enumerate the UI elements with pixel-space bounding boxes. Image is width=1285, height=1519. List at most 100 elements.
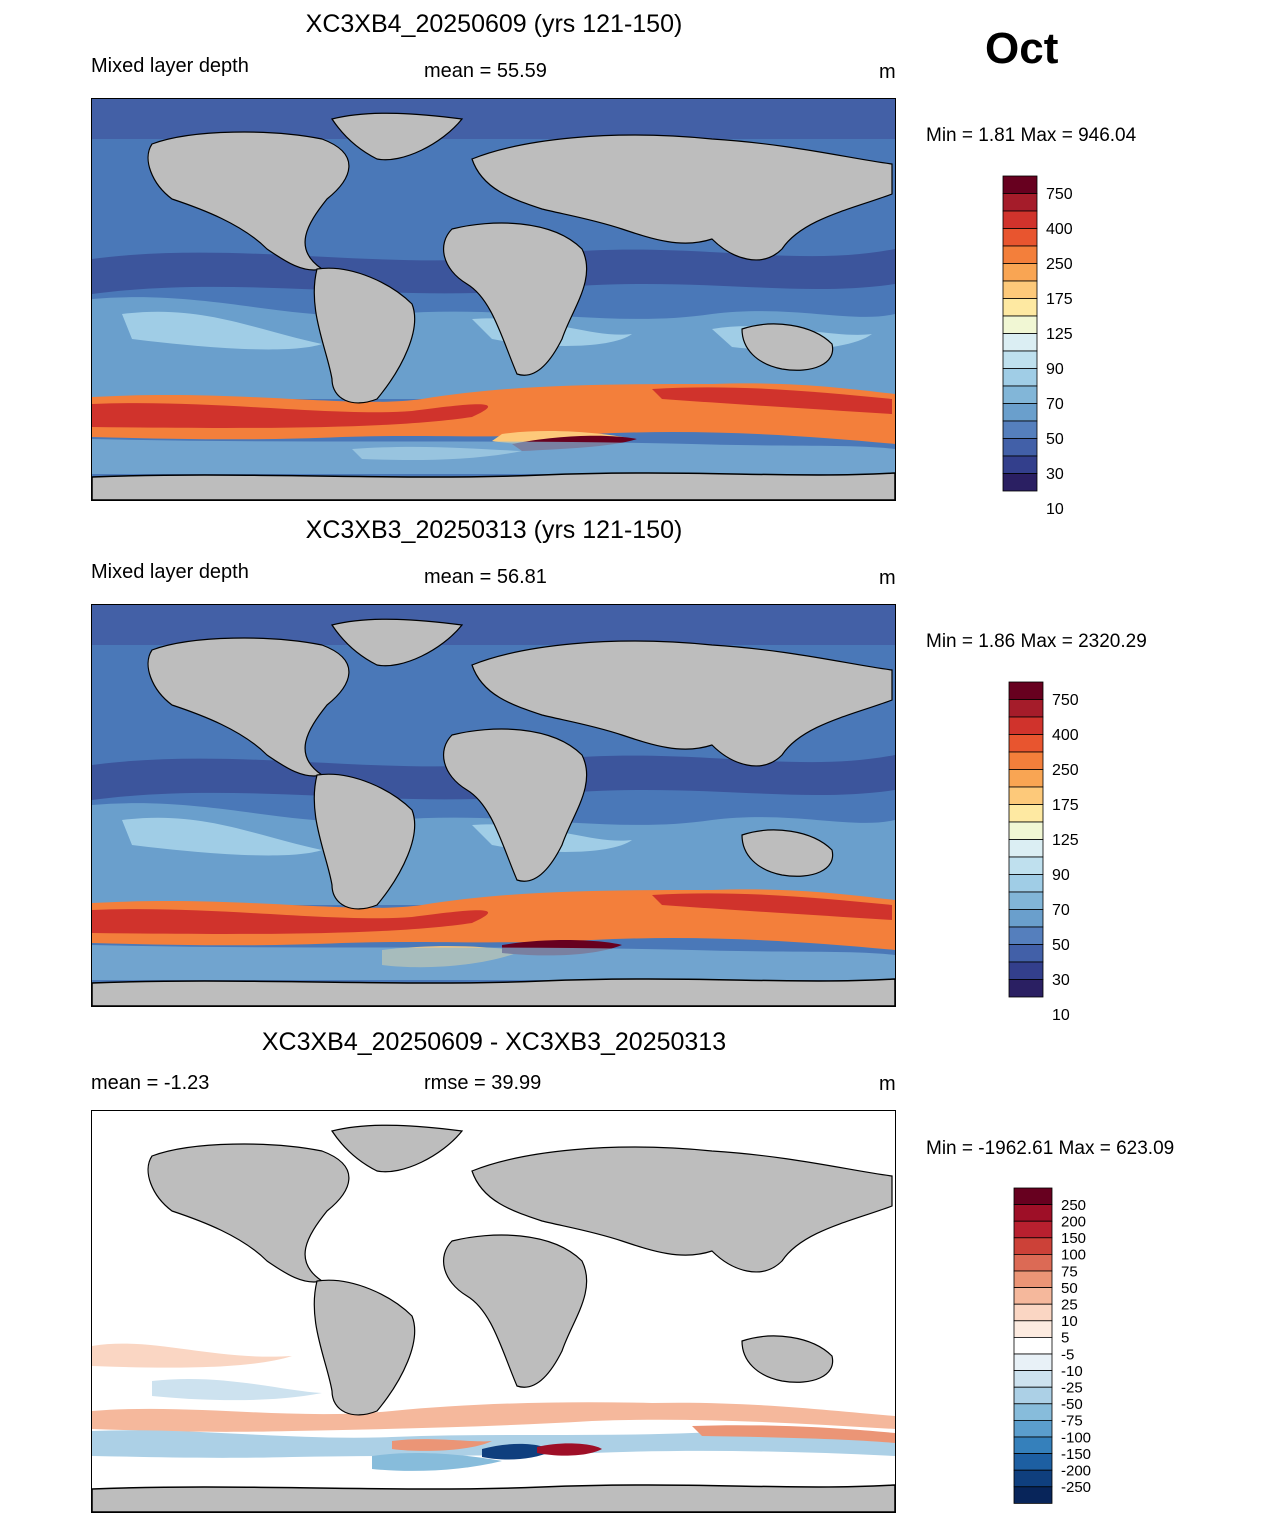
colorbar-tick-label: -250 — [1061, 1479, 1091, 1496]
colorbar-tick-label: -200 — [1061, 1462, 1091, 1479]
panel-2-colorbar: 750 400 250 175 125 90 70 50 30 10 — [1008, 681, 1118, 1024]
colorbar-swatch — [1013, 1287, 1053, 1305]
colorbar-swatch — [1002, 473, 1038, 492]
colorbar-tick-label: -25 — [1061, 1379, 1083, 1396]
colorbar-tick-label: 50 — [1061, 1280, 1078, 1297]
colorbar-swatch — [1002, 315, 1038, 334]
colorbar-swatch — [1013, 1336, 1053, 1355]
colorbar-swatch — [1013, 1403, 1053, 1421]
panel-1-title: XC3XB4_20250609 (yrs 121-150) — [305, 10, 683, 38]
panel-2-map-svg — [92, 605, 895, 1006]
colorbar-tick-label: 90 — [1046, 361, 1064, 378]
panel-1-unit-label: m — [879, 61, 896, 83]
colorbar-tick-label: 100 — [1061, 1247, 1086, 1264]
panel-3-title: XC3XB4_20250609 - XC3XB3_20250313 — [261, 1028, 727, 1056]
colorbar-tick-label: 250 — [1046, 256, 1073, 273]
colorbar-swatch — [1002, 245, 1038, 264]
colorbar-swatch — [1008, 716, 1044, 735]
colorbar-swatch — [1008, 926, 1044, 945]
colorbar-tick-label: 125 — [1052, 832, 1079, 849]
panel-2-mean-label: mean = 56.81 — [424, 566, 547, 588]
colorbar-swatch — [1002, 420, 1038, 439]
colorbar-tick-label: 50 — [1052, 937, 1070, 954]
panel-1-colorbar: 750 400 250 175 125 90 70 50 30 10 — [1002, 175, 1112, 518]
colorbar-swatch — [1002, 280, 1038, 299]
colorbar-swatch — [1013, 1453, 1053, 1471]
colorbar-swatch — [1008, 891, 1044, 910]
panel-2-minmax: Min = 1.86 Max = 2320.29 — [926, 631, 1147, 652]
colorbar-tick-label: 75 — [1061, 1263, 1078, 1280]
colorbar-swatch — [1013, 1237, 1053, 1255]
colorbar-swatch — [1013, 1187, 1053, 1206]
panel-1-minmax: Min = 1.81 Max = 946.04 — [926, 125, 1137, 146]
panel-2-unit-label: m — [879, 567, 896, 589]
colorbar-tick-label: -100 — [1061, 1429, 1091, 1446]
colorbar-swatch — [1002, 298, 1038, 317]
colorbar-swatch — [1002, 210, 1038, 229]
panel-3-map — [91, 1110, 896, 1513]
colorbar-swatch — [1013, 1270, 1053, 1289]
panel-1-map — [91, 98, 896, 501]
colorbar-swatch — [1013, 1469, 1053, 1488]
panel-1-colorbar-svg: 750 400 250 175 125 90 70 50 30 10 — [1002, 175, 1073, 518]
colorbar-swatch — [1013, 1204, 1053, 1222]
panel-3-unit-label: m — [879, 1073, 896, 1095]
panel-3-mean-label: mean = -1.23 — [91, 1072, 210, 1094]
panel-1-variable-label: Mixed layer depth — [91, 55, 249, 77]
colorbar-swatch — [1008, 961, 1044, 980]
colorbar-tick-label: 25 — [1061, 1296, 1078, 1313]
colorbar-tick-label: 175 — [1052, 797, 1079, 814]
colorbar-swatch — [1008, 699, 1044, 718]
colorbar-swatch — [1008, 804, 1044, 823]
colorbar-swatch — [1013, 1254, 1053, 1272]
colorbar-tick-label: 10 — [1046, 501, 1064, 518]
colorbar-swatch — [1002, 368, 1038, 387]
colorbar-tick-label: 400 — [1046, 221, 1073, 238]
colorbar-swatch — [1013, 1303, 1053, 1322]
colorbar-swatch — [1008, 734, 1044, 753]
panel-1-mean-label: mean = 55.59 — [424, 60, 547, 82]
colorbar-swatch — [1008, 944, 1044, 963]
colorbar-swatch — [1002, 333, 1038, 352]
colorbar-tick-label: 200 — [1061, 1213, 1086, 1230]
colorbar-swatch — [1002, 350, 1038, 369]
colorbar-tick-label: -150 — [1061, 1446, 1091, 1463]
panel-3-rmse-label: rmse = 39.99 — [424, 1072, 542, 1094]
colorbar-swatch — [1002, 263, 1038, 282]
colorbar-tick-label: 175 — [1046, 291, 1073, 308]
colorbar-tick-label: 250 — [1052, 762, 1079, 779]
colorbar-tick-label: 70 — [1052, 902, 1070, 919]
colorbar-swatch — [1008, 909, 1044, 928]
panel-2-colorbar-svg: 750 400 250 175 125 90 70 50 30 10 — [1008, 681, 1079, 1024]
colorbar-tick-label: 750 — [1046, 186, 1073, 203]
colorbar-swatch — [1013, 1436, 1053, 1455]
panel-3-map-svg — [92, 1111, 895, 1512]
colorbar-tick-label: 125 — [1046, 326, 1073, 343]
colorbar-swatch — [1013, 1220, 1053, 1239]
colorbar-tick-label: -5 — [1061, 1346, 1074, 1363]
colorbar-swatch — [1002, 455, 1038, 474]
colorbar-tick-label: 750 — [1052, 692, 1079, 709]
panel-1-map-svg — [92, 99, 895, 500]
colorbar-tick-label: -10 — [1061, 1363, 1083, 1380]
colorbar-tick-label: 250 — [1061, 1197, 1086, 1214]
panel-2-variable-label: Mixed layer depth — [91, 561, 249, 583]
colorbar-swatch — [1013, 1386, 1053, 1405]
colorbar-tick-label: 5 — [1061, 1330, 1069, 1347]
colorbar-swatch — [1008, 874, 1044, 893]
panel-3-colorbar-svg: 250200150100755025105-5-10-25-50-75-100-… — [1013, 1187, 1091, 1504]
colorbar-swatch — [1002, 385, 1038, 404]
colorbar-tick-label: -75 — [1061, 1413, 1083, 1430]
colorbar-swatch — [1008, 681, 1044, 700]
panel-2-title: XC3XB3_20250313 (yrs 121-150) — [305, 516, 683, 544]
colorbar-tick-label: 90 — [1052, 867, 1070, 884]
colorbar-swatch — [1002, 193, 1038, 212]
colorbar-swatch — [1008, 856, 1044, 875]
colorbar-tick-label: 150 — [1061, 1230, 1086, 1247]
colorbar-swatch — [1013, 1353, 1053, 1372]
panel-2-map — [91, 604, 896, 1007]
panel-3-colorbar: 250 200 150 100 75 50 25 10 5 -5 -10 -25 -50 -75 -100-… — [1013, 1187, 1123, 1504]
colorbar-swatch — [1013, 1486, 1053, 1504]
colorbar-swatch — [1008, 979, 1044, 998]
colorbar-swatch — [1013, 1419, 1053, 1438]
